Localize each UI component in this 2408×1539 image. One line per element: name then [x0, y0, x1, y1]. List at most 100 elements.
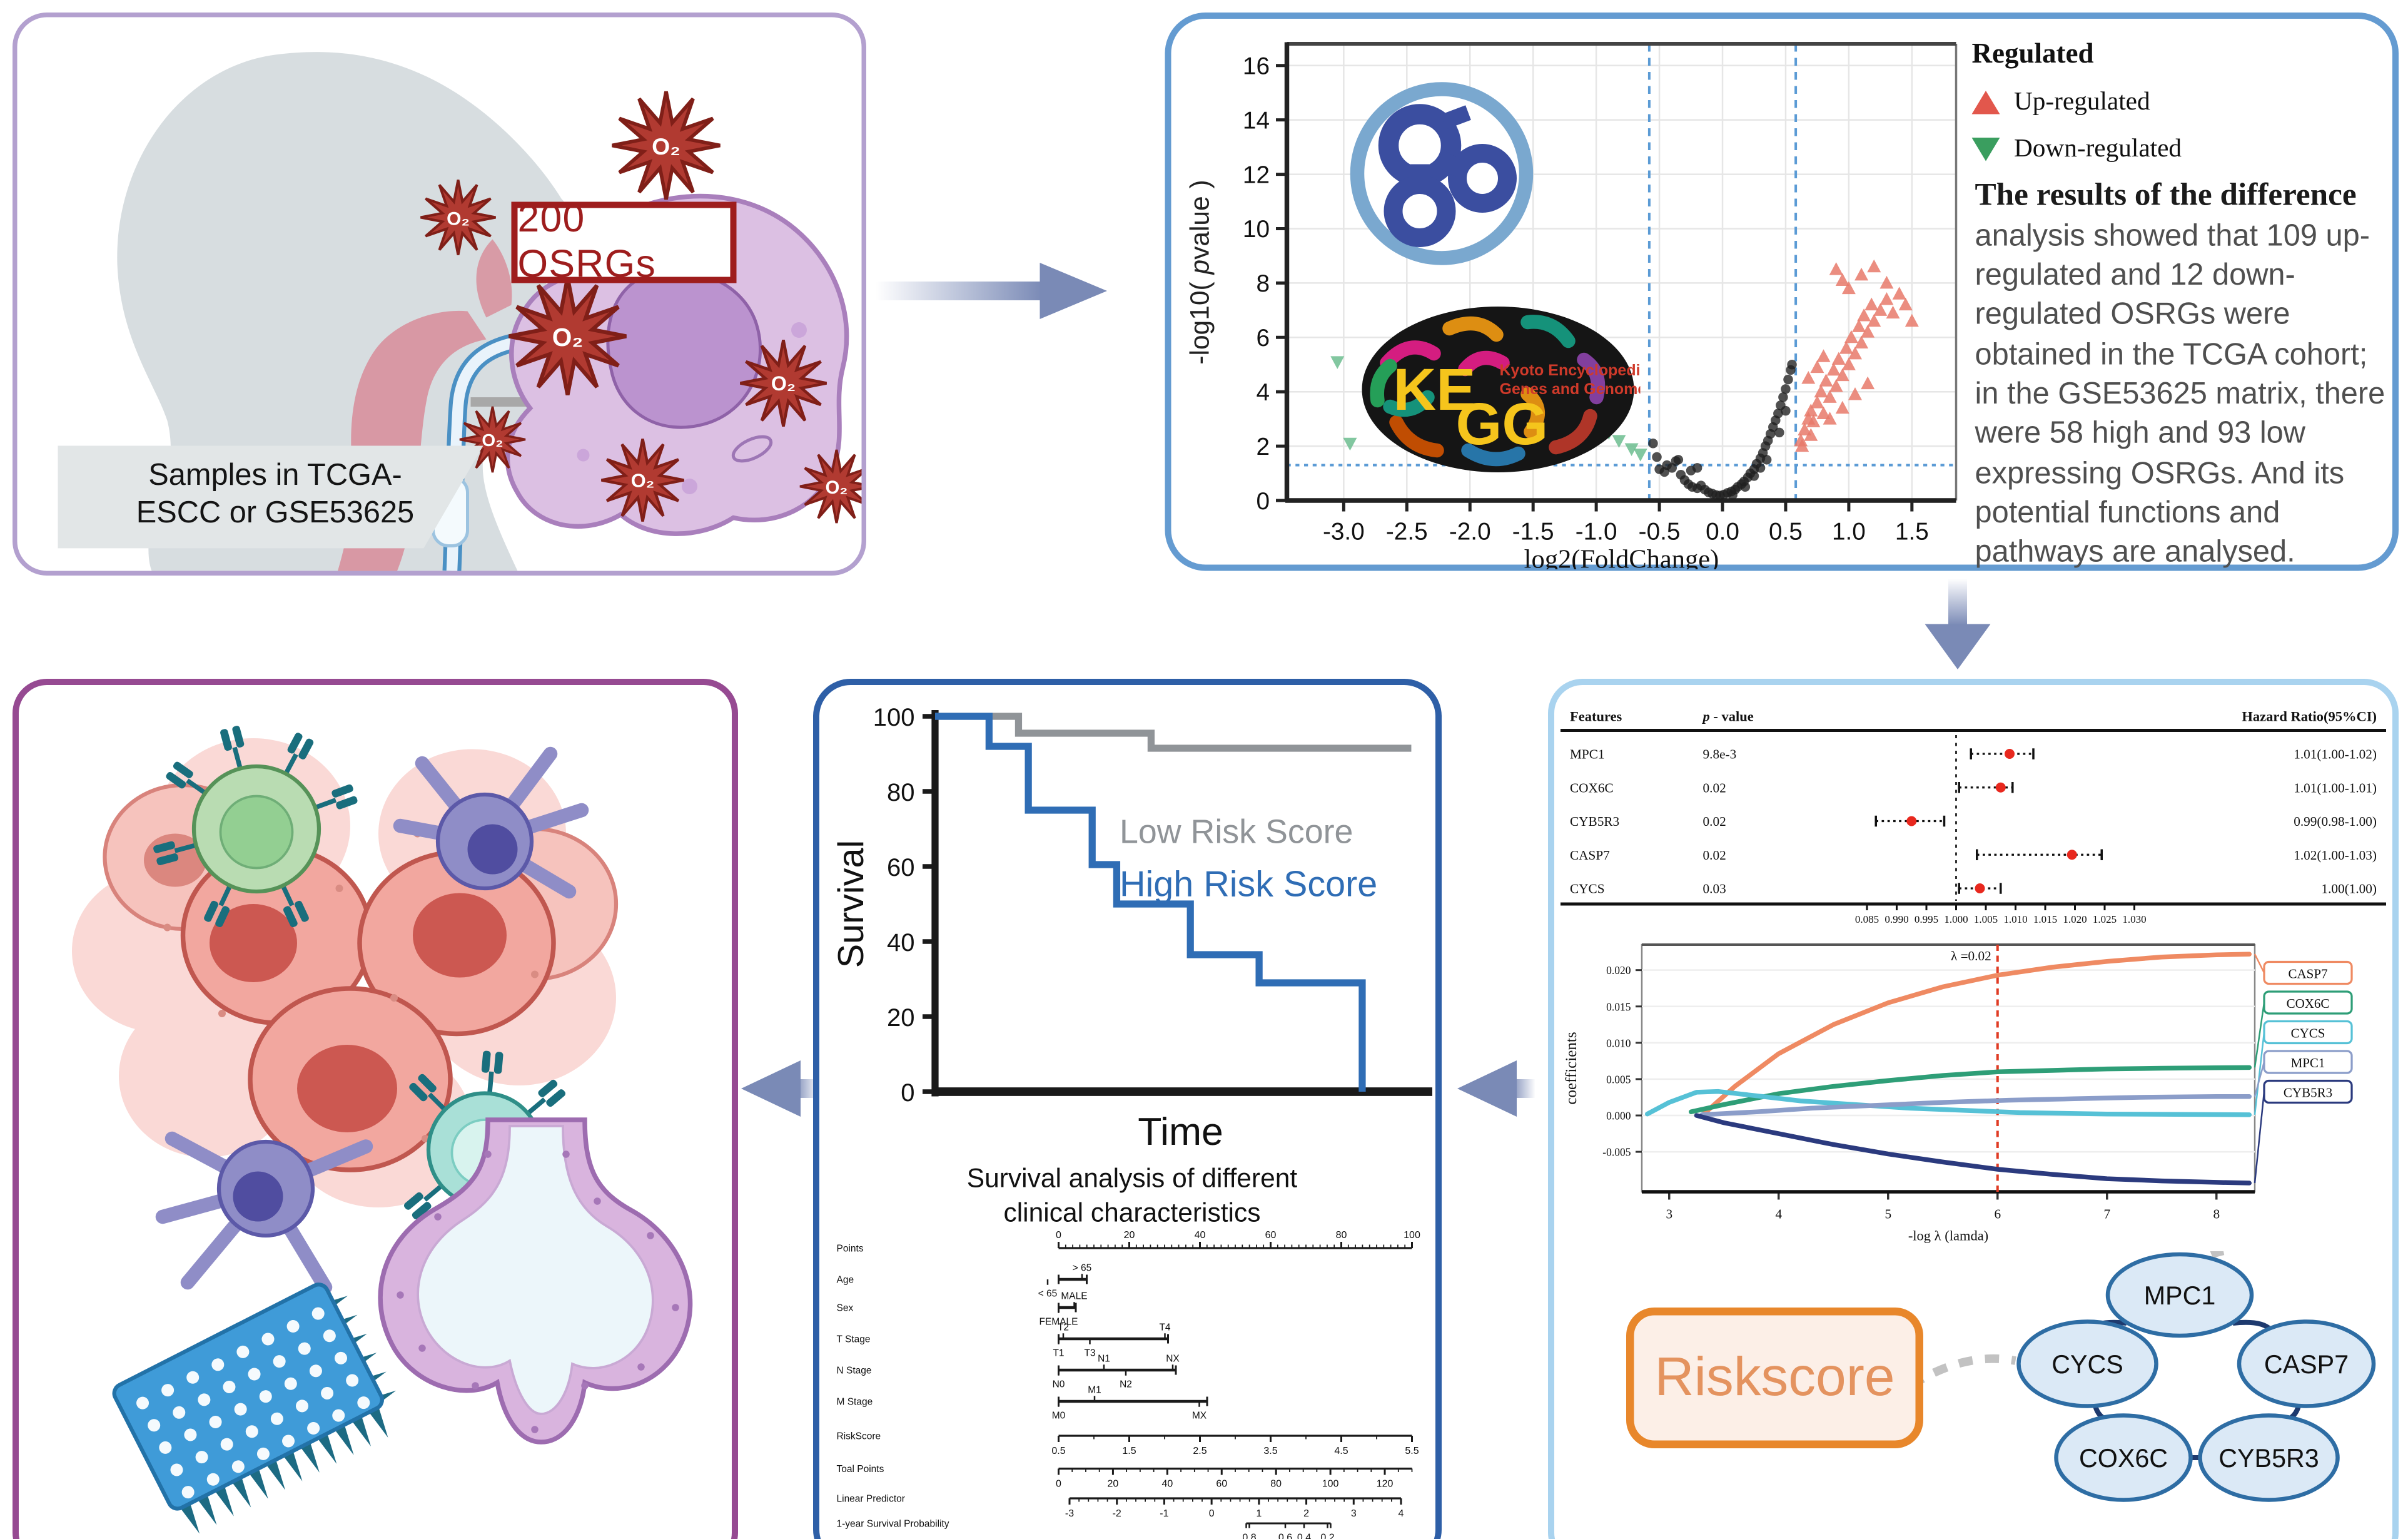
svg-text:5: 5	[1884, 1207, 1891, 1222]
lasso-coefficient-plot: 0.020 0.015 0.010 0.005 0.000 -0.005 3 4 5 6 7 8 λ =…	[1563, 943, 2353, 1244]
svg-text:NX: NX	[1166, 1353, 1180, 1364]
svg-text:CASP7: CASP7	[2288, 967, 2327, 982]
tumor-nucleus	[210, 904, 297, 982]
svg-text:> 65: > 65	[1073, 1262, 1092, 1273]
summary-heading: The results of the difference	[1975, 178, 2357, 213]
car-t-cell-green	[153, 725, 358, 928]
svg-text:0: 0	[1209, 1508, 1215, 1519]
svg-text:-0.5: -0.5	[1639, 519, 1681, 546]
svg-text:p - value: p - value	[1702, 709, 1754, 724]
svg-text:Time: Time	[1138, 1110, 1223, 1154]
svg-text:MALE: MALE	[1061, 1291, 1087, 1301]
svg-text:O₂: O₂	[447, 209, 470, 230]
svg-text:0.4: 0.4	[1297, 1533, 1311, 1539]
summary-body: analysis showed that 109 up-regulated an…	[1975, 218, 2385, 570]
svg-text:1.5: 1.5	[1895, 519, 1929, 546]
svg-text:T4: T4	[1159, 1322, 1170, 1333]
panel-survival-nomogram: 0 20 40 60 80 100 Low Risk Score High Risk Scor…	[813, 679, 1442, 1539]
svg-text:-0.005: -0.005	[1602, 1146, 1631, 1159]
svg-text:log2(FoldChange): log2(FoldChange)	[1524, 545, 1719, 570]
down-triangle-icon	[1971, 136, 2000, 161]
svg-text:-log λ (lamda): -log λ (lamda)	[1908, 1228, 1988, 1244]
svg-text:1.01(1.00-1.02): 1.01(1.00-1.02)	[2294, 747, 2377, 762]
kegg-logo: KE GG Kyoto Encyclopedia of Genes and Ge…	[1362, 307, 1641, 472]
dendritic-cell-bottom	[155, 1131, 373, 1294]
kegg-text-ke: KE	[1394, 357, 1476, 423]
svg-text:1: 1	[1256, 1508, 1262, 1519]
svg-text:High Risk Score: High Risk Score	[1120, 865, 1377, 905]
gene-bubbles: MPC1 CYCS CASP7 COX6C CYB5R3	[2016, 1252, 2376, 1502]
svg-text:0: 0	[1056, 1478, 1061, 1489]
gene-bubble-cyb5r3: CYB5R3	[2198, 1413, 2340, 1502]
svg-text:0.005: 0.005	[1606, 1073, 1631, 1085]
svg-text:T1: T1	[1053, 1348, 1064, 1359]
gene-bubble-casp7: CASP7	[2237, 1319, 2376, 1408]
dendritic-cell-top	[393, 746, 589, 899]
arrow-left-icon	[1457, 1060, 1535, 1117]
svg-text:-3: -3	[1065, 1508, 1074, 1519]
ros-radicals: O₂ O₂ O₂ O₂ O₂ O₂ O₂	[421, 91, 862, 524]
svg-text:9.8e-3: 9.8e-3	[1703, 747, 1737, 762]
mitochondrion	[731, 435, 773, 463]
svg-text:1.005: 1.005	[1974, 913, 1998, 925]
panel-deg-analysis: -3.0 -2.5 -2.0 -1.5 -1.0 -0.5 0.0 0.5 1.0 1.5 0 2 4 6…	[1165, 13, 2399, 571]
svg-text:λ =0.02: λ =0.02	[1951, 948, 1991, 963]
svg-text:-3.0: -3.0	[1323, 519, 1365, 546]
svg-text:0.5: 0.5	[1769, 519, 1803, 546]
svg-text:16: 16	[1243, 53, 1270, 80]
svg-text:8: 8	[2213, 1207, 2220, 1222]
svg-text:1.0: 1.0	[1832, 519, 1866, 546]
svg-text:20: 20	[1124, 1230, 1135, 1241]
svg-text:-1.5: -1.5	[1512, 519, 1554, 546]
ros-label: O₂	[652, 133, 680, 160]
svg-text:14: 14	[1243, 107, 1270, 134]
svg-text:T Stage: T Stage	[837, 1334, 871, 1345]
svg-text:2: 2	[1256, 434, 1270, 460]
svg-text:0.02: 0.02	[1703, 780, 1726, 795]
svg-text:0.995: 0.995	[1915, 913, 1938, 925]
svg-text:10: 10	[1243, 216, 1270, 243]
svg-text:CYB5R3: CYB5R3	[2218, 1444, 2319, 1473]
svg-text:3.5: 3.5	[1263, 1446, 1277, 1456]
panel-risk-model: Features p - value Hazard Ratio(95%CI) MPC1…	[1548, 679, 2399, 1539]
svg-text:12: 12	[1243, 161, 1270, 188]
panel-samples: O₂ O₂ O₂ O₂ O₂ O₂ O₂ 200 OSRGs Samples i…	[13, 13, 866, 576]
svg-text:T3: T3	[1084, 1348, 1095, 1359]
up-triangle-icon	[1971, 89, 2000, 114]
gene-bubble-cox6c: COX6C	[2054, 1413, 2193, 1502]
riskscore-badge: Riskscore	[1626, 1308, 1923, 1448]
svg-text:0: 0	[1056, 1230, 1061, 1241]
svg-text:Points: Points	[837, 1244, 864, 1254]
svg-text:O₂: O₂	[826, 478, 848, 498]
svg-text:1.02(1.00-1.03): 1.02(1.00-1.03)	[2294, 848, 2377, 863]
svg-text:CYCS: CYCS	[2291, 1026, 2325, 1041]
svg-text:Age: Age	[837, 1275, 854, 1286]
svg-text:CYCS: CYCS	[1570, 881, 1605, 896]
svg-text:Linear Predictor: Linear Predictor	[837, 1494, 905, 1505]
svg-text:COX6C: COX6C	[2079, 1444, 2168, 1473]
svg-text:5.5: 5.5	[1405, 1446, 1419, 1456]
osrg-count-badge: 200 OSRGs	[511, 197, 737, 287]
svg-text:-1.0: -1.0	[1576, 519, 1617, 546]
svg-text:100: 100	[1404, 1230, 1420, 1241]
svg-text:6: 6	[1256, 325, 1270, 352]
svg-text:2: 2	[1303, 1508, 1309, 1519]
svg-text:1.010: 1.010	[2003, 913, 2027, 925]
svg-text:-2.5: -2.5	[1386, 519, 1428, 546]
svg-text:CYB5R3: CYB5R3	[1570, 814, 1619, 829]
arrow-right-icon	[876, 263, 1107, 319]
km-survival-plot: 0 20 40 60 80 100 Low Risk Score High Risk Scor…	[831, 704, 1432, 1154]
svg-text:0.0: 0.0	[1706, 519, 1739, 546]
svg-text:M0: M0	[1052, 1411, 1066, 1421]
svg-text:COX6C: COX6C	[2287, 996, 2330, 1011]
deg-summary-text: The results of the difference analysis s…	[1975, 175, 2391, 574]
svg-text:80: 80	[1336, 1230, 1347, 1241]
svg-text:1.01(1.00-1.01): 1.01(1.00-1.01)	[2294, 780, 2377, 795]
kegg-subtitle-1: Kyoto Encyclopedia of	[1500, 362, 1641, 379]
gene-signature-bubbles: MPC1 CYCS CASP7 COX6C CYB5R3	[1908, 1251, 2376, 1502]
svg-text:MPC1: MPC1	[2291, 1055, 2325, 1070]
svg-text:O₂: O₂	[552, 323, 584, 352]
svg-text:2.5: 2.5	[1193, 1446, 1207, 1456]
